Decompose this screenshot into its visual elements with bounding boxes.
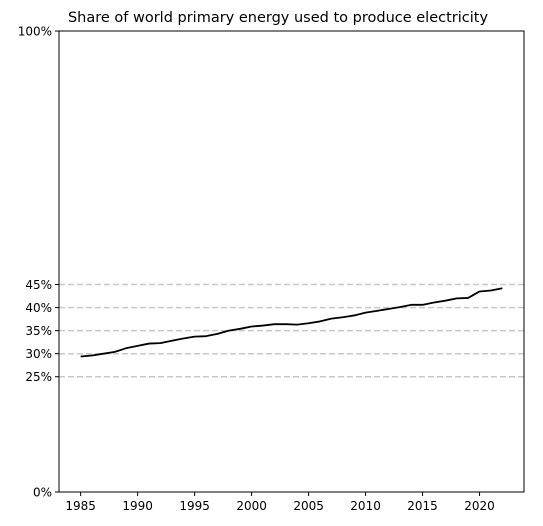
x-tick-label: 2000 <box>236 499 267 513</box>
x-axis-ticks: 1985 1990 1995 2000 2005 2010 2015 2020 <box>65 492 495 513</box>
series-group <box>80 287 503 358</box>
y-tick-label: 45% <box>25 278 52 292</box>
y-tick-label: 25% <box>25 370 52 384</box>
y-tick-label: 40% <box>25 301 52 315</box>
y-tick-label: 100% <box>18 24 52 38</box>
x-tick-label: 2015 <box>407 499 438 513</box>
series-line <box>80 287 503 358</box>
x-tick-label: 1985 <box>65 499 96 513</box>
x-tick-label: 2020 <box>464 499 495 513</box>
y-axis-ticks: 0% 25% 30% 35% 40% 45% 100% <box>18 24 59 499</box>
chart-title: Share of world primary energy used to pr… <box>68 10 489 26</box>
x-tick-label: 2005 <box>293 499 324 513</box>
x-tick-label: 2010 <box>350 499 381 513</box>
y-tick-label: 35% <box>25 324 52 338</box>
y-tick-label: 30% <box>25 347 52 361</box>
plot-frame <box>58 30 525 493</box>
x-tick-label: 1995 <box>179 499 210 513</box>
y-tick-label: 0% <box>33 485 52 499</box>
reference-lines <box>59 283 524 378</box>
x-tick-label: 1990 <box>122 499 153 513</box>
